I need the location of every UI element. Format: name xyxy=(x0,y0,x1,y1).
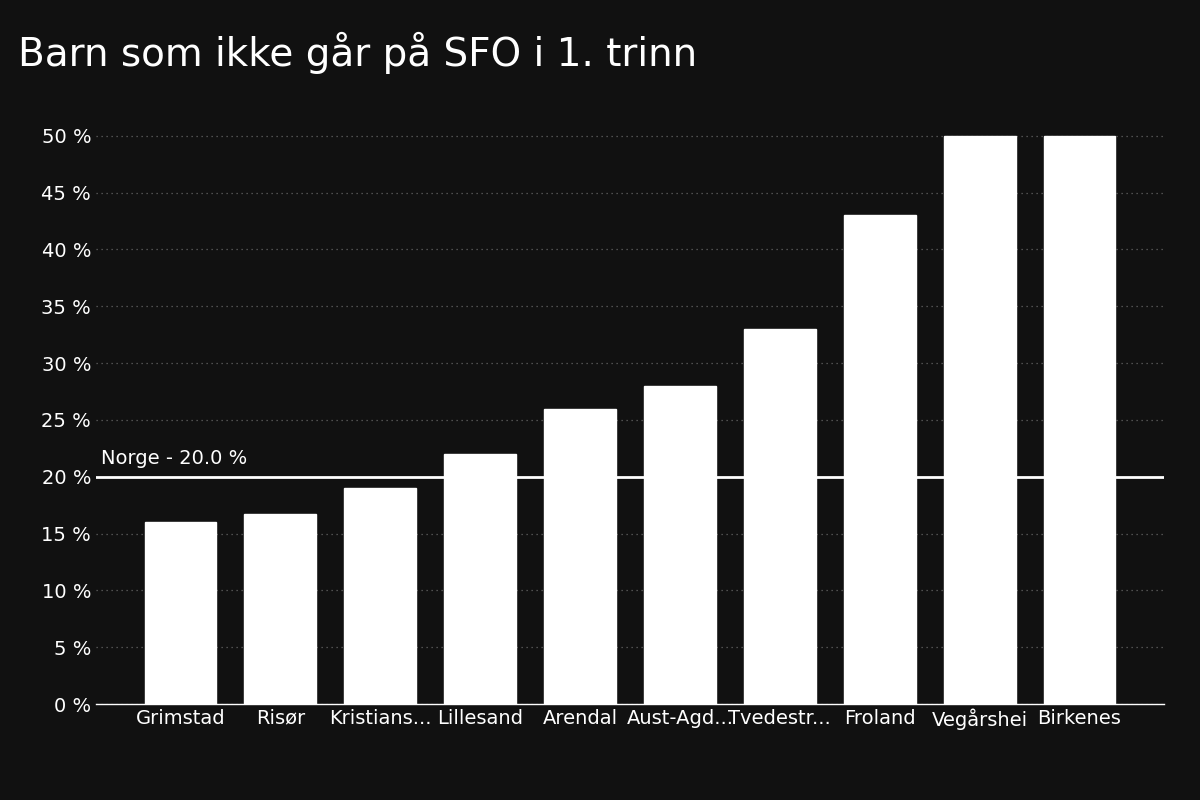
Bar xyxy=(943,136,1015,704)
Bar xyxy=(1044,136,1116,704)
Bar xyxy=(444,454,516,704)
Bar xyxy=(144,522,216,704)
Bar xyxy=(544,409,616,704)
Bar xyxy=(744,329,816,704)
Bar xyxy=(245,514,317,704)
Bar xyxy=(344,488,416,704)
Bar xyxy=(644,386,716,704)
Text: Norge - 20.0 %: Norge - 20.0 % xyxy=(101,449,247,468)
Text: Barn som ikke går på SFO i 1. trinn: Barn som ikke går på SFO i 1. trinn xyxy=(18,32,697,74)
Bar xyxy=(844,215,916,704)
